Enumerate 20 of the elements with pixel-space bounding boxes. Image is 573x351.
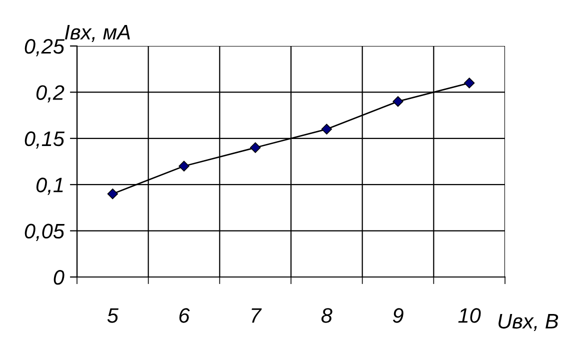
y-tick-label: 0,1 xyxy=(36,178,63,195)
x-axis-title: Uвх, В xyxy=(498,314,558,332)
y-tick-label: 0,05 xyxy=(24,224,65,242)
x-tick-label: 10 xyxy=(458,308,481,323)
point xyxy=(250,142,261,153)
y-tick-label: 0,2 xyxy=(36,85,64,102)
point xyxy=(178,160,190,172)
point xyxy=(107,188,118,200)
point xyxy=(464,78,475,88)
x-tick-label: 5 xyxy=(107,308,119,323)
x-tick-label: 9 xyxy=(392,308,404,323)
x-tick-label: 6 xyxy=(179,308,190,323)
y-tick-label: 0 xyxy=(54,270,64,285)
x-tick-label: 8 xyxy=(321,308,332,323)
point xyxy=(392,96,404,107)
y-tick-label: 0,15 xyxy=(24,131,65,149)
point xyxy=(321,124,332,134)
y-axis-title: Iвх, мА xyxy=(64,25,130,42)
y-tick-label: 0,25 xyxy=(24,39,65,56)
x-tick-label: 7 xyxy=(252,308,262,323)
